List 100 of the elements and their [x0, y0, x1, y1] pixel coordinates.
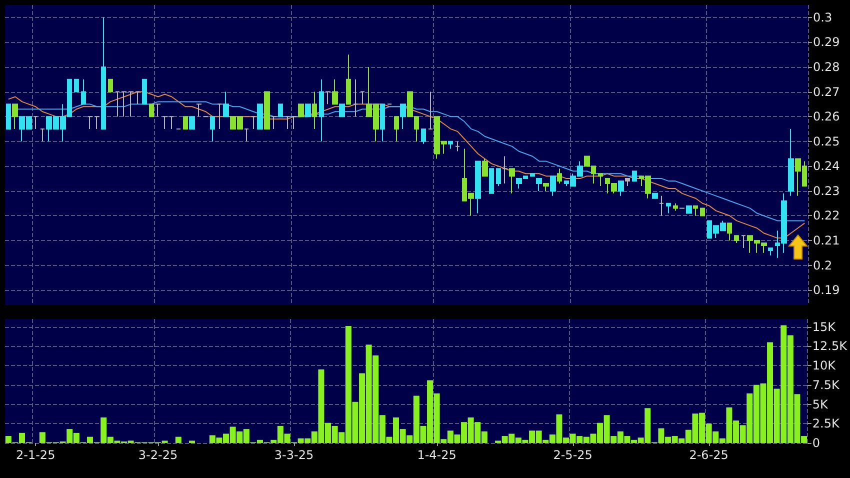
- candlestick: [135, 91, 140, 105]
- candlestick: [108, 78, 113, 92]
- candlestick: [115, 91, 120, 118]
- y-tick-label: 0.29: [813, 35, 840, 50]
- candlestick: [659, 195, 664, 216]
- candlestick: [196, 104, 202, 118]
- candlestick: [278, 104, 283, 118]
- y-tick-label: 0.25: [813, 134, 840, 148]
- candlestick: [502, 156, 508, 184]
- candlestick: [305, 104, 311, 118]
- candlestick: [223, 91, 229, 118]
- x-tick-label: 2-6-25: [689, 448, 728, 462]
- candlestick: [788, 128, 794, 196]
- candlestick: [673, 202, 678, 212]
- candlestick: [285, 116, 290, 130]
- candlestick: [543, 183, 549, 192]
- candlestick: [400, 104, 406, 130]
- candlestick: [183, 116, 188, 130]
- candlestick: [768, 247, 773, 256]
- x-tick-label: 2-5-25: [553, 448, 592, 462]
- candlestick: [727, 222, 732, 242]
- candlestick: [536, 178, 542, 192]
- candlestick: [428, 91, 433, 130]
- y-tick-label: 12.5K: [812, 339, 848, 354]
- candlestick: [693, 205, 698, 216]
- candlestick: [87, 116, 93, 130]
- x-tick-label: 2-1-25: [16, 448, 56, 462]
- candlestick: [625, 178, 630, 186]
- candlestick: [360, 91, 365, 105]
- candlestick: [489, 168, 494, 194]
- candlestick: [121, 91, 127, 118]
- candlestick: [101, 16, 106, 130]
- x-tick-label: 3-2-25: [138, 448, 178, 462]
- candlestick: [380, 104, 385, 142]
- candlestick: [666, 202, 671, 214]
- candlestick: [632, 170, 637, 182]
- candlestick: [325, 91, 331, 105]
- candlestick: [81, 78, 86, 105]
- candlestick: [394, 116, 399, 142]
- x-tick-label: 3-3-25: [274, 448, 314, 462]
- line-series: [8, 91, 806, 239]
- y-tick-label: 0.22: [813, 208, 840, 223]
- candlestick: [734, 235, 739, 244]
- candlestick: [312, 91, 317, 130]
- candlestick: [6, 104, 11, 130]
- y-tick-label: 0.19: [813, 283, 840, 298]
- candlestick: [264, 91, 270, 130]
- y-tick-label: 0.21: [813, 234, 840, 248]
- candlestick: [618, 180, 624, 196]
- candlestick: [353, 78, 358, 118]
- candlestick: [155, 104, 161, 118]
- candlestick: [142, 78, 147, 105]
- y-tick-label: 10K: [812, 358, 837, 372]
- candlestick: [257, 104, 263, 130]
- candlestick: [346, 54, 351, 105]
- candlestick: [550, 176, 556, 196]
- candlestick: [598, 173, 603, 186]
- y-tick-label: 0: [812, 436, 820, 450]
- candlestick: [298, 104, 304, 118]
- candlestick: [509, 168, 515, 194]
- y-tick-label: 15K: [812, 320, 837, 334]
- candlestick: [94, 116, 100, 130]
- y-tick-label: 0.28: [813, 60, 840, 74]
- candlestick: [700, 208, 705, 216]
- y-tick-label: 0.3: [813, 10, 832, 24]
- candlestick: [421, 128, 426, 144]
- candlestick: [741, 235, 746, 248]
- candlestick: [652, 192, 658, 199]
- y-tick-label: 0.24: [813, 159, 840, 174]
- candlestick: [169, 116, 174, 130]
- candlestick: [74, 78, 79, 92]
- candlestick: [251, 116, 256, 130]
- candlestick: [319, 78, 324, 142]
- candlestick: [244, 128, 249, 142]
- bar: [175, 436, 182, 443]
- candlestick: [33, 116, 38, 130]
- x-tick-label: 1-4-25: [417, 448, 456, 462]
- candlestick: [332, 78, 338, 105]
- candlestick: [189, 116, 195, 130]
- candlestick: [271, 116, 277, 130]
- candlestick: [448, 140, 453, 150]
- candlestick: [40, 128, 45, 142]
- y-tick-label: 0.2: [813, 258, 832, 272]
- candlestick: [291, 116, 297, 130]
- y-tick-label: 2.5K: [812, 416, 840, 431]
- candlestick: [530, 173, 535, 177]
- y-tick-label: 0.23: [813, 184, 840, 198]
- candlestick: [162, 116, 168, 130]
- y-tick-label: 0.26: [813, 110, 840, 124]
- candlestick: [128, 91, 134, 118]
- candlestick: [496, 168, 501, 186]
- y-tick-label: 0.27: [813, 84, 840, 99]
- candlestick: [686, 205, 692, 214]
- candlestick: [217, 104, 222, 130]
- y-tick-label: 7.5K: [812, 378, 840, 392]
- candlestick: [482, 158, 488, 177]
- candlestick: [475, 160, 481, 214]
- candlestick: [339, 104, 345, 118]
- candlestick: [210, 116, 215, 142]
- y-tick-label: 5K: [812, 397, 830, 412]
